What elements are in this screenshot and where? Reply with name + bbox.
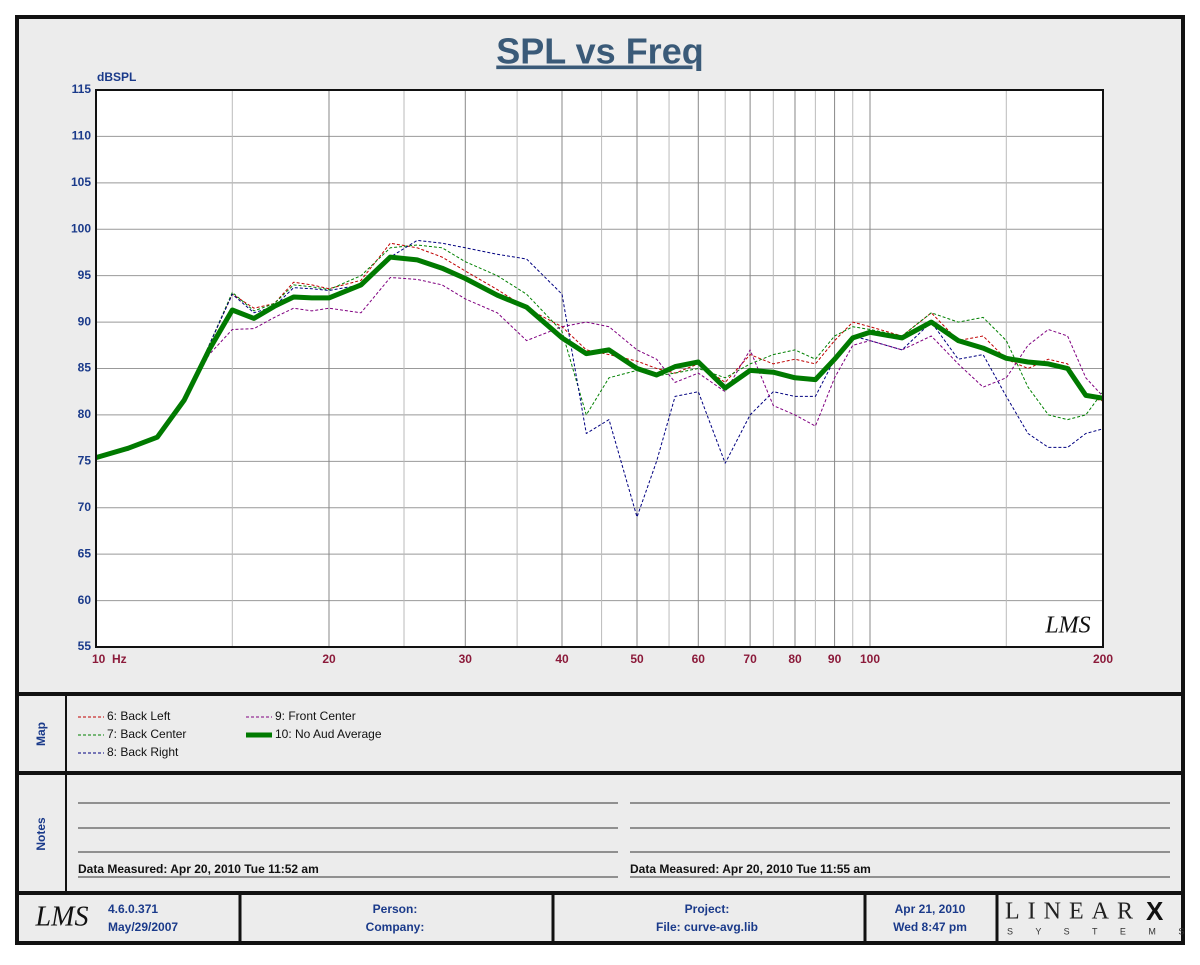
footer-logo: LMS (35, 901, 89, 932)
footer-dividers (238, 893, 999, 943)
series-line (95, 254, 1104, 461)
x-tick-label: 30 (459, 652, 473, 666)
x-tick-label: 60 (692, 652, 706, 666)
note-lines (78, 802, 1170, 878)
x-tick-label: 200 (1093, 652, 1113, 666)
brand-sub: S Y S T E M S (1007, 926, 1194, 936)
x-tick-label: 100 (860, 652, 880, 666)
file: File: curve-avg.lib (656, 920, 758, 934)
x-tick-label: 10 Hz (92, 652, 127, 666)
legend-label: 10: No Aud Average (275, 727, 382, 741)
x-tick-label: 80 (788, 652, 802, 666)
plot-border (95, 89, 1104, 648)
y-tick-label: 85 (78, 361, 92, 375)
time: Wed 8:47 pm (893, 920, 967, 934)
y-tick-label: 90 (78, 314, 92, 328)
watermark: LMS (1044, 613, 1090, 639)
version: 4.6.0.371 (108, 902, 158, 916)
note: Data Measured: Apr 20, 2010 Tue 11:52 am (78, 862, 319, 876)
company: Company: (366, 920, 425, 934)
y-tick-label: 55 (78, 639, 92, 653)
person: Person: (373, 902, 418, 916)
x-tick-label: 70 (743, 652, 757, 666)
legend: 6: Back Left 7: Back Center 8: Back Right 9… (78, 709, 382, 759)
map-label: Map (34, 722, 48, 746)
project: Project: (685, 902, 730, 916)
legend-label: 6: Back Left (107, 709, 171, 723)
brand: LINEAR (1005, 899, 1141, 925)
legend-label: 8: Back Right (107, 745, 179, 759)
y-tick-label: 70 (78, 500, 92, 514)
x-tick-label: 20 (322, 652, 336, 666)
y-tick-label: 60 (78, 593, 92, 607)
date: Apr 21, 2010 (895, 902, 966, 916)
legend-label: 7: Back Center (107, 727, 186, 741)
y-tick-label: 100 (71, 221, 91, 235)
y-tick-label: 80 (78, 407, 92, 421)
y-tick-label: 115 (72, 82, 92, 96)
brand-x: X (1146, 896, 1164, 926)
y-axis-label: dBSPL (97, 70, 136, 84)
note: Data Measured: Apr 20, 2010 Tue 11:55 am (630, 862, 871, 876)
y-tick-label: 110 (72, 129, 92, 143)
chart-title: SPL vs Freq (496, 31, 703, 72)
y-tick-label: 65 (78, 546, 92, 560)
version-date: May/29/2007 (108, 920, 178, 934)
lines (95, 239, 1104, 518)
y-tick-label: 75 (78, 454, 92, 468)
x-tick-label: 40 (555, 652, 569, 666)
y-tick-label: 95 (78, 268, 92, 282)
legend-label: 9: Front Center (275, 709, 356, 723)
x-tick-label: 50 (630, 652, 644, 666)
series-line (95, 277, 1104, 458)
x-tick-label: 90 (828, 652, 842, 666)
notes-label: Notes (34, 817, 48, 851)
y-tick-label: 105 (71, 175, 91, 189)
